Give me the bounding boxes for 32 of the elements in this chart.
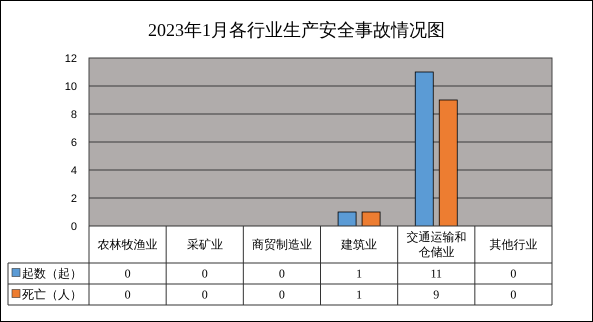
data-label: 9: [433, 288, 440, 302]
x-tick-label: 交通运输和仓储业: [406, 230, 466, 259]
x-tick-label: 农林牧渔业: [98, 238, 158, 252]
bar: [338, 212, 356, 226]
chart-title: 2023年1月各行业生产安全事故情况图: [148, 20, 445, 40]
data-label: 0: [510, 288, 516, 302]
x-tick-label: 采矿业: [186, 238, 223, 252]
y-tick-label: 12: [64, 53, 77, 65]
legend-label: 起数（起）: [22, 266, 82, 280]
x-tick-label: 商贸制造业: [252, 238, 312, 252]
legend-label: 死亡（人）: [22, 288, 82, 302]
data-label: 0: [124, 266, 131, 280]
data-label: 1: [356, 288, 362, 302]
y-tick-label: 4: [70, 165, 77, 177]
bar: [438, 100, 458, 226]
data-label: 0: [124, 288, 131, 302]
data-label: 1: [356, 266, 362, 280]
bar: [414, 72, 434, 226]
y-tick-label: 6: [70, 137, 77, 149]
data-label: 0: [202, 266, 208, 280]
data-label: 0: [278, 288, 285, 302]
data-label: 0: [202, 288, 208, 302]
y-tick-label: 8: [70, 109, 77, 121]
data-label: 0: [278, 266, 285, 280]
data-label: 0: [510, 266, 516, 280]
x-tick-label: 其他行业: [489, 238, 538, 252]
y-tick-label: 2: [70, 193, 77, 205]
y-tick-label: 10: [64, 81, 77, 93]
data-label: 11: [430, 266, 442, 280]
x-tick-label: 建筑业: [340, 238, 378, 252]
y-tick-label: 0: [70, 221, 77, 233]
bar: [362, 212, 380, 226]
